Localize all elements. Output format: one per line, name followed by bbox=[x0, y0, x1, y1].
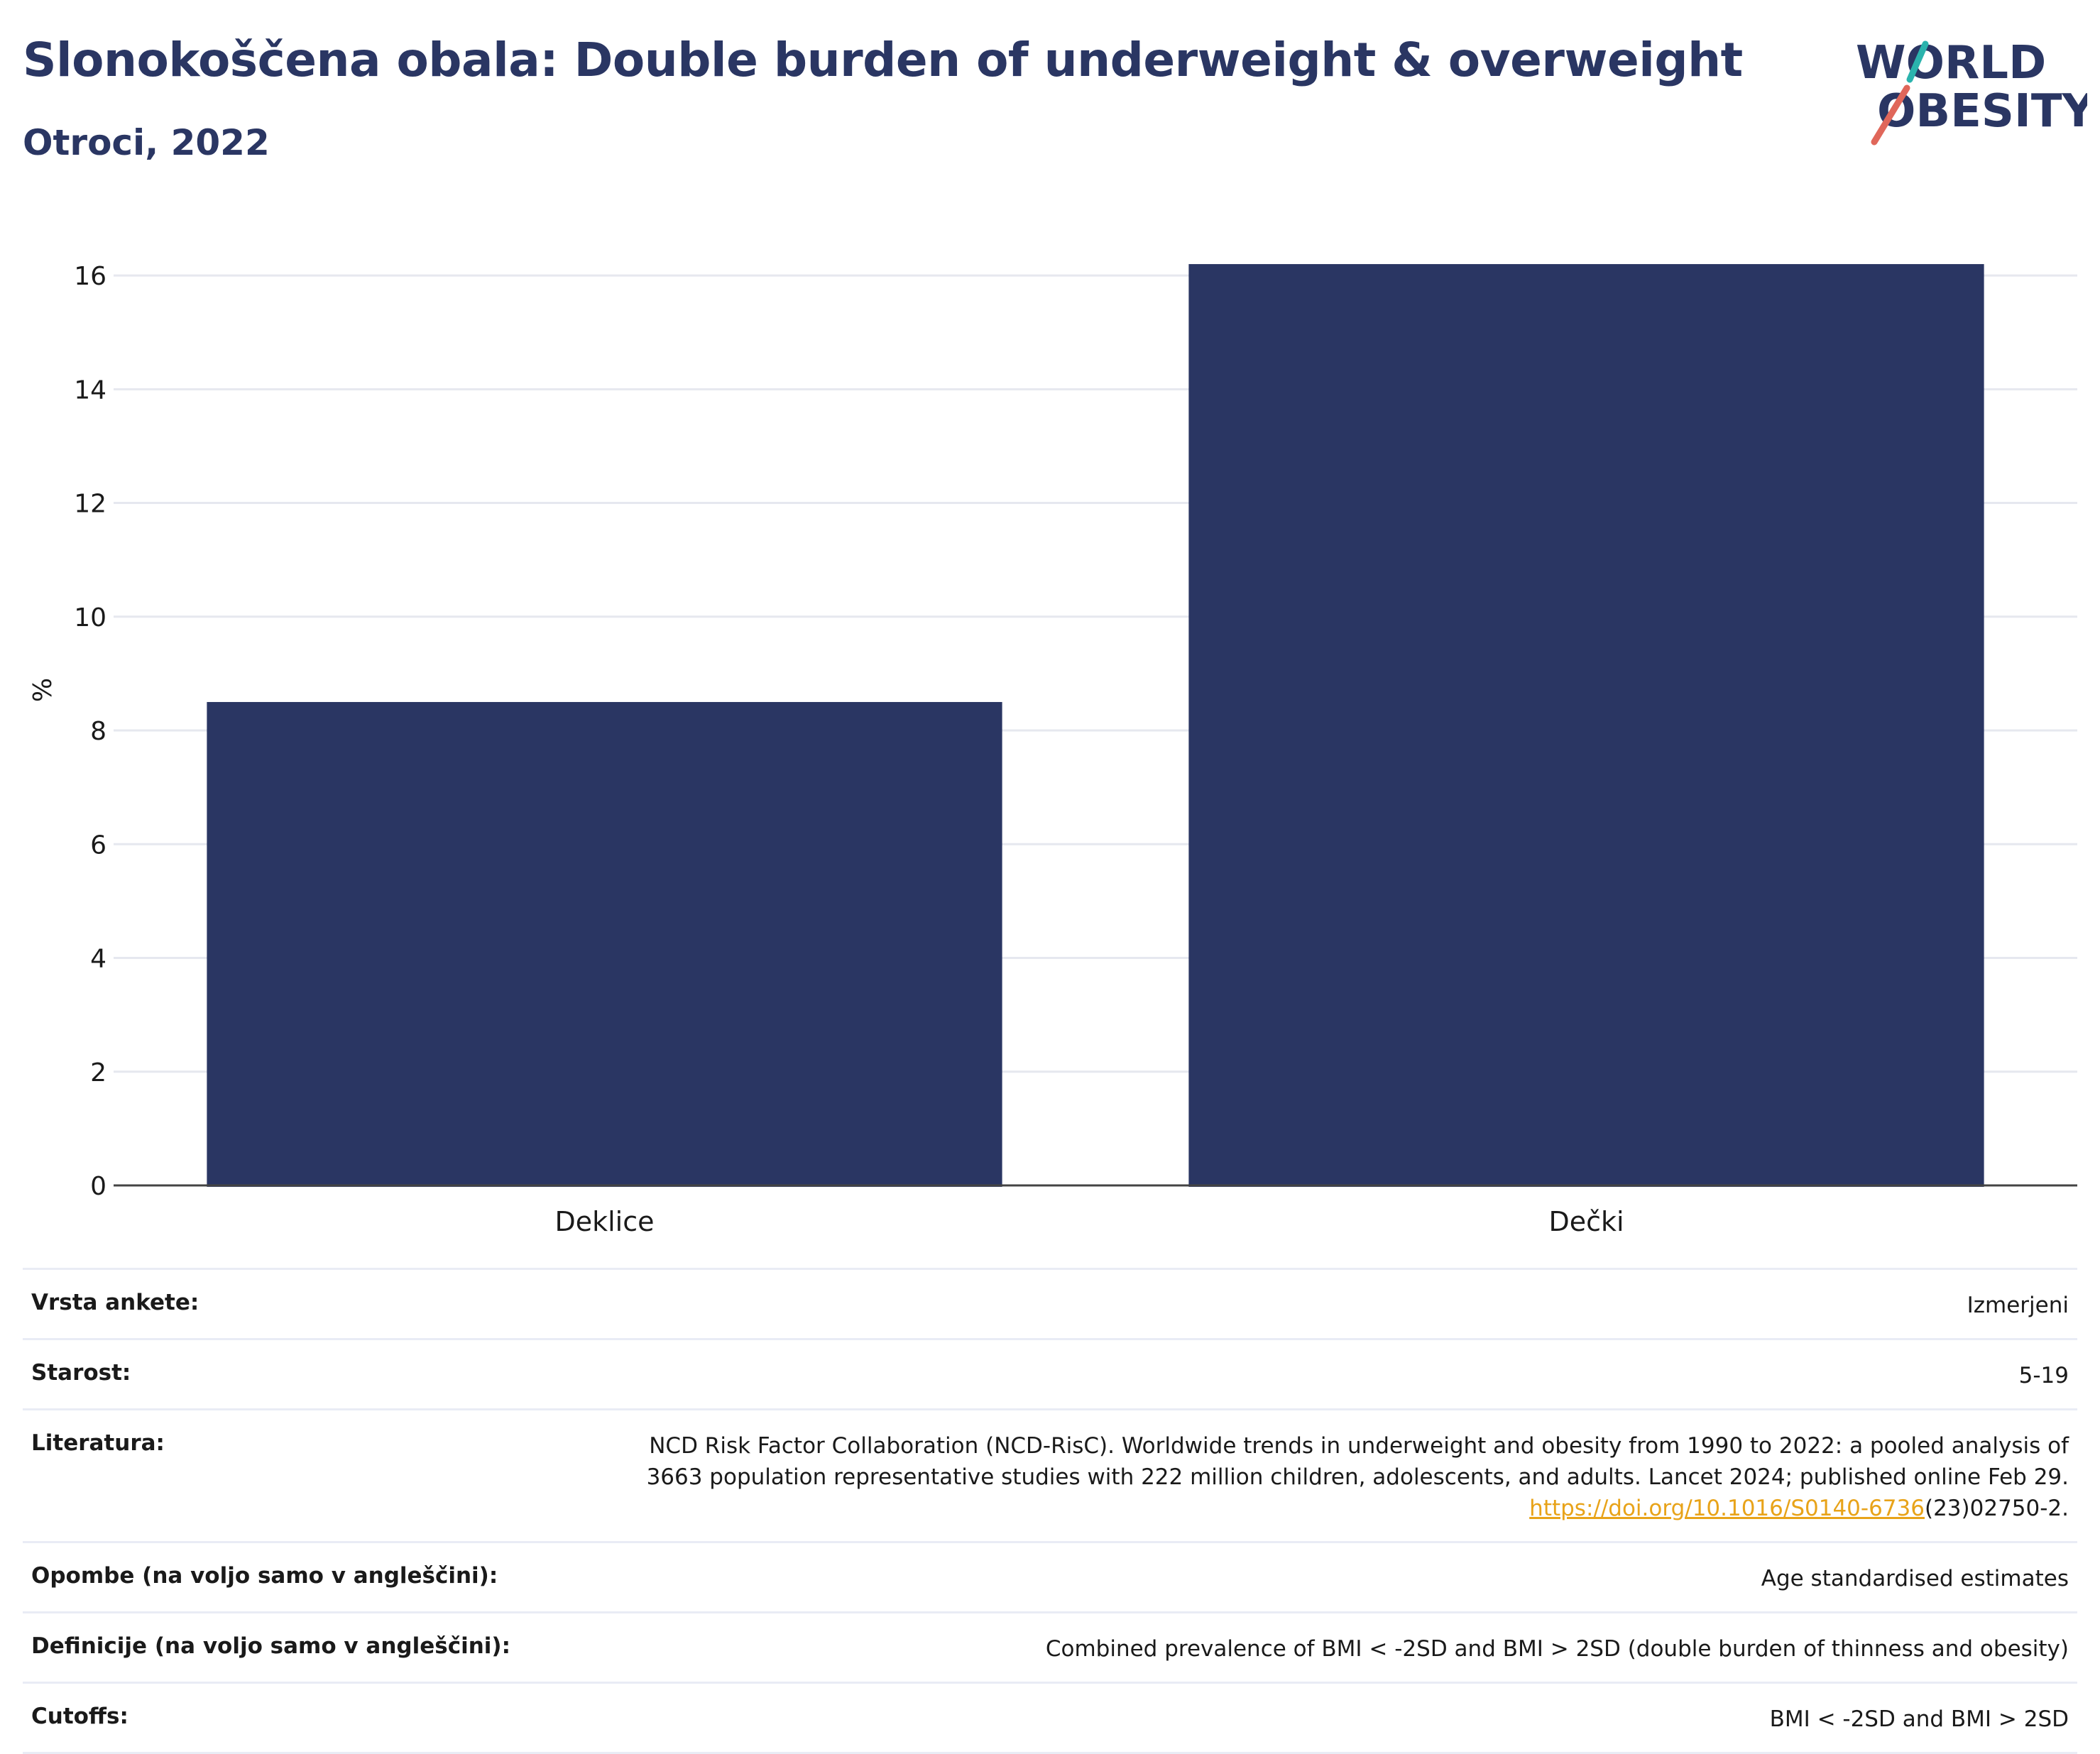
meta-value: BMI < -2SD and BMI > 2SD bbox=[1769, 1706, 2069, 1732]
bar-chart: 0 2 4 6 8 10 12 14 16 % Deklice Dečki bbox=[28, 262, 2077, 1237]
logo-slash-top bbox=[1906, 40, 1929, 83]
meta-key: Cutoffs: bbox=[31, 1704, 128, 1729]
meta-value: Age standardised estimates bbox=[1761, 1566, 2069, 1591]
y-tick-label: 10 bbox=[74, 603, 106, 632]
meta-value: Combined prevalence of BMI < -2SD and BM… bbox=[1045, 1636, 2069, 1662]
meta-row-cutoffs: Cutoffs: BMI < -2SD and BMI > 2SD bbox=[23, 1682, 2077, 1754]
y-axis-ticks: 0 2 4 6 8 10 12 14 16 bbox=[74, 262, 106, 1201]
meta-key: Starost: bbox=[31, 1360, 131, 1386]
meta-key: Vrsta ankete: bbox=[31, 1290, 199, 1315]
logo-word-obesity: OBESITY bbox=[1877, 85, 2087, 138]
y-tick-label: 0 bbox=[90, 1172, 106, 1201]
logo-word-world: WORLD bbox=[1856, 37, 2046, 89]
y-tick-label: 12 bbox=[74, 490, 106, 519]
y-axis-label: % bbox=[28, 678, 58, 702]
meta-value: Izmerjeni bbox=[1967, 1293, 2069, 1318]
meta-row-notes: Opombe (na voljo samo v angleščini): Age… bbox=[23, 1541, 2077, 1611]
meta-value: NCD Risk Factor Collaboration (NCD-RisC)… bbox=[647, 1430, 2069, 1524]
y-tick-label: 8 bbox=[90, 717, 106, 746]
meta-row-survey-type: Vrsta ankete: Izmerjeni bbox=[23, 1268, 2077, 1338]
meta-key: Definicije (na voljo samo v angleščini): bbox=[31, 1633, 510, 1659]
chart-subtitle: Otroci, 2022 bbox=[23, 122, 270, 163]
x-category-label: Dečki bbox=[1548, 1206, 1624, 1237]
x-category-label: Deklice bbox=[554, 1206, 654, 1237]
y-tick-label: 14 bbox=[74, 376, 106, 405]
literature-line-2: 3663 population representative studies w… bbox=[646, 1464, 2069, 1490]
bars bbox=[207, 264, 1984, 1187]
meta-key: Opombe (na voljo samo v angleščini): bbox=[31, 1563, 498, 1589]
logo-slash-bottom bbox=[1871, 84, 1910, 146]
meta-key: Literatura: bbox=[31, 1430, 165, 1456]
meta-row-age: Starost: 5-19 bbox=[23, 1338, 2077, 1408]
meta-row-definitions: Definicije (na voljo samo v angleščini):… bbox=[23, 1611, 2077, 1682]
doi-suffix: (23)02750-2. bbox=[1924, 1496, 2069, 1521]
bar-1[interactable] bbox=[207, 701, 1002, 1187]
metadata-table: Vrsta ankete: Izmerjeni Starost: 5-19 Li… bbox=[23, 1268, 2077, 1754]
y-tick-label: 2 bbox=[90, 1058, 106, 1087]
x-axis-labels: Deklice Dečki bbox=[554, 1206, 1624, 1237]
chart-title: Slonokoščena obala: Double burden of und… bbox=[23, 33, 1743, 87]
doi-link[interactable]: https://doi.org/10.1016/S0140-6736 bbox=[1529, 1496, 1925, 1521]
literature-line-1: NCD Risk Factor Collaboration (NCD-RisC)… bbox=[649, 1433, 2069, 1459]
y-tick-label: 4 bbox=[90, 945, 106, 974]
meta-row-literature: Literatura: NCD Risk Factor Collaboratio… bbox=[23, 1408, 2077, 1541]
bar-2[interactable] bbox=[1188, 264, 1984, 1187]
y-tick-label: 16 bbox=[74, 262, 106, 291]
meta-value: 5-19 bbox=[2018, 1363, 2069, 1388]
y-tick-label: 6 bbox=[90, 831, 106, 860]
world-obesity-logo: WORLD OBESITY bbox=[1856, 37, 2087, 146]
